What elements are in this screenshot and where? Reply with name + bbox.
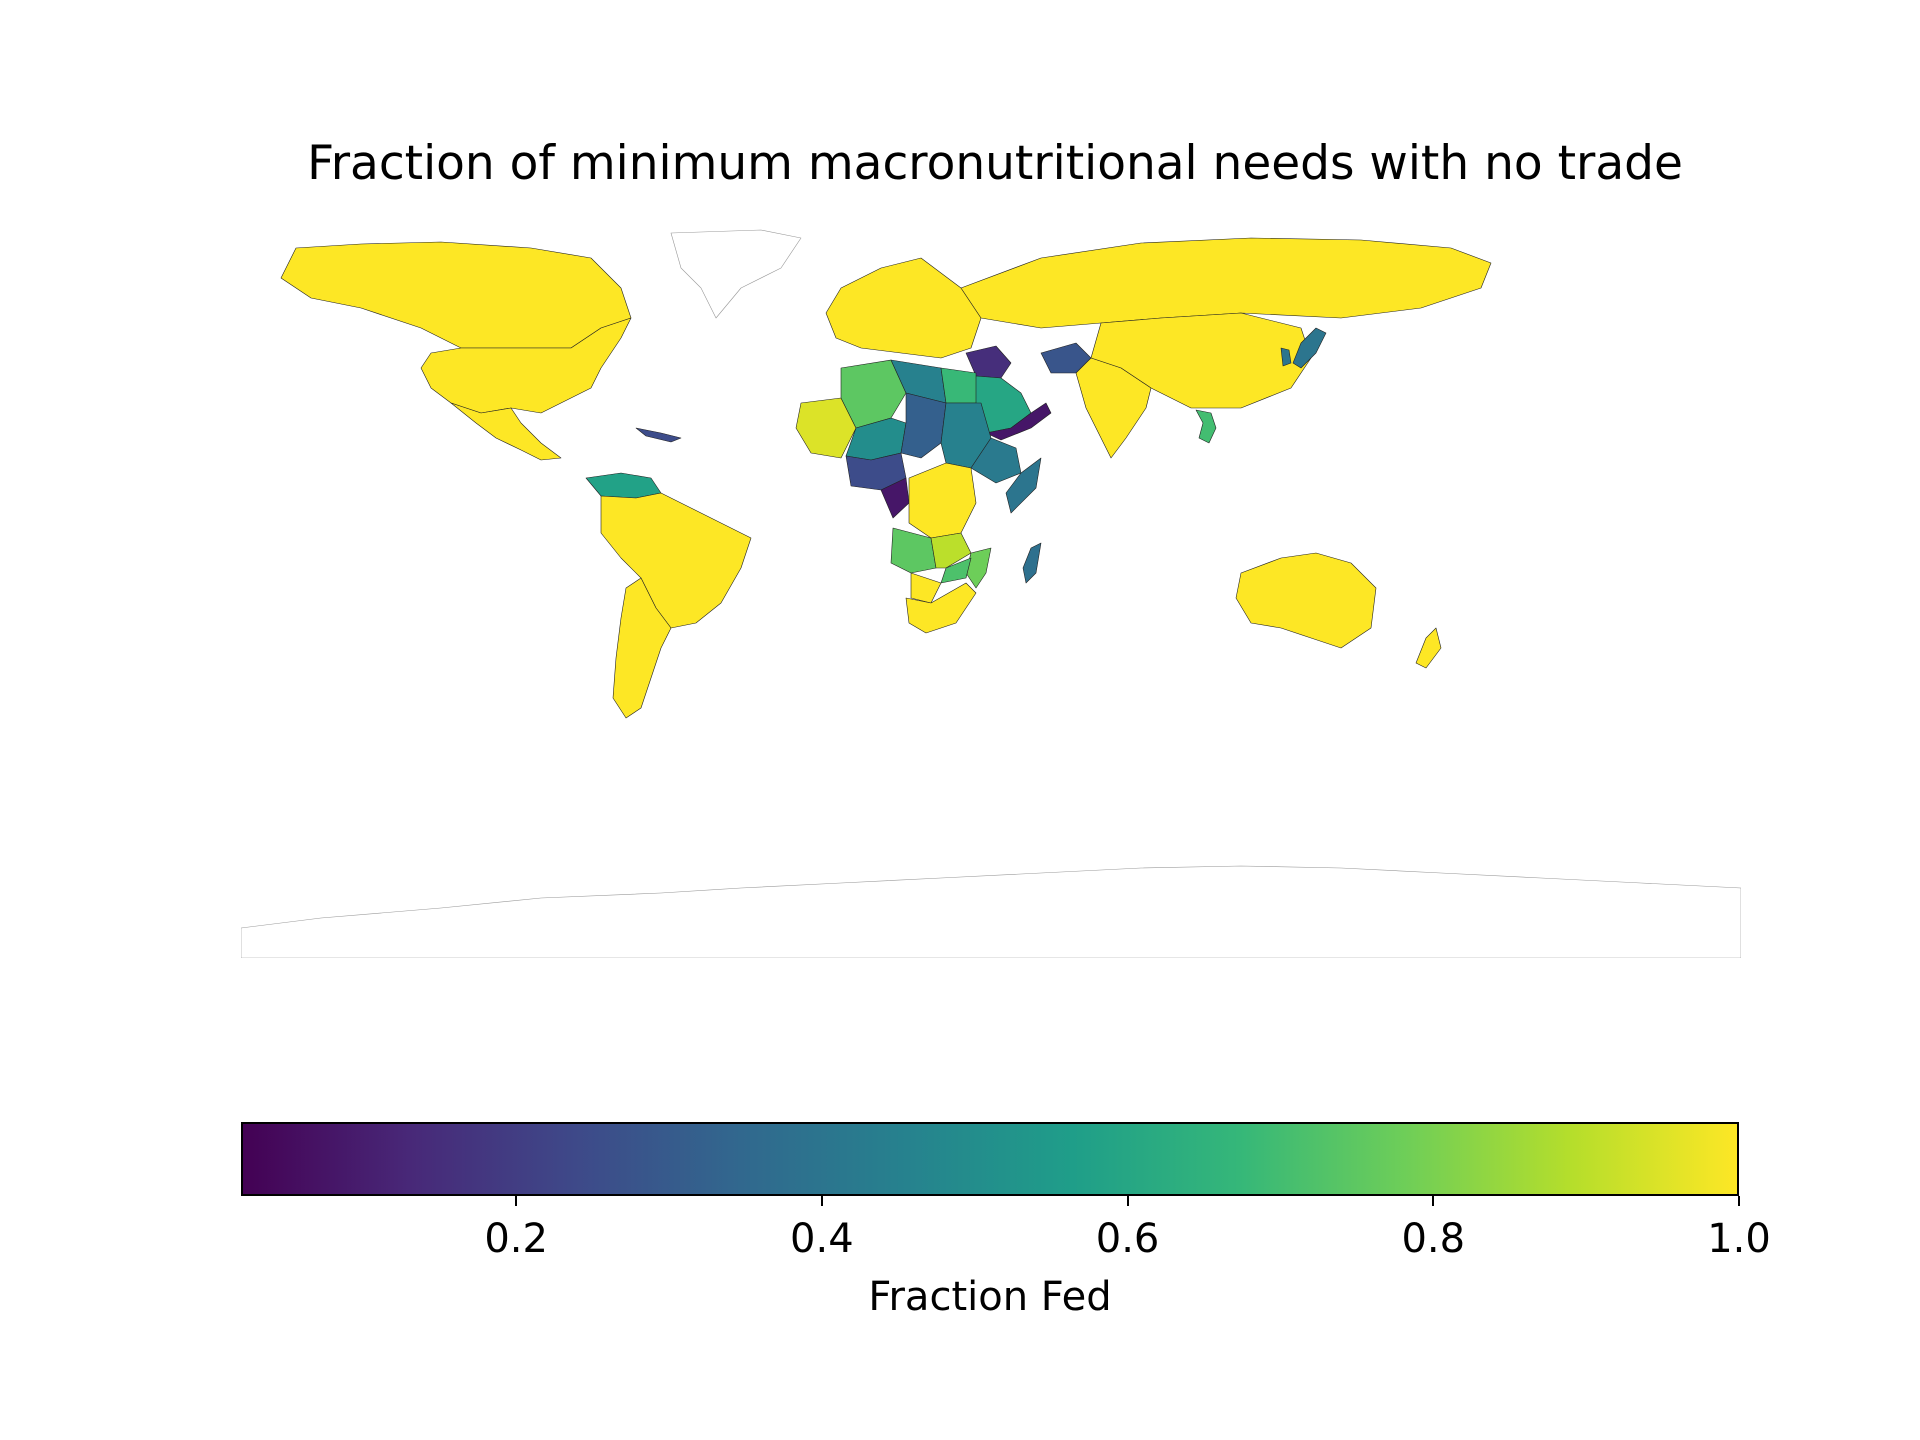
region-canada xyxy=(280,241,632,349)
region-yemen xyxy=(985,402,1052,441)
colorbar-tick xyxy=(1738,1196,1740,1206)
region-iraq xyxy=(965,345,1012,379)
region-south-africa xyxy=(905,582,977,634)
region-chad xyxy=(900,392,947,459)
colorbar-tick-label: 0.6 xyxy=(1095,1216,1160,1262)
colorbar-tick xyxy=(1126,1196,1129,1206)
colorbar xyxy=(241,1122,1739,1196)
colorbar-tick xyxy=(515,1196,518,1206)
region-greenland xyxy=(670,229,802,319)
region-zambia xyxy=(930,532,972,569)
region-argentina xyxy=(612,577,672,719)
region-russia xyxy=(960,237,1492,329)
colorbar-tick-label: 0.4 xyxy=(790,1216,854,1262)
region-somalia xyxy=(1005,457,1042,514)
region-antarctica xyxy=(241,865,1741,958)
region-vietnam xyxy=(1195,409,1217,444)
region-egypt xyxy=(940,367,977,404)
world-map xyxy=(241,229,1741,958)
region-south-korea xyxy=(1280,347,1292,367)
region-cuba xyxy=(635,427,682,443)
region-botswana xyxy=(910,572,942,604)
region-brazil xyxy=(600,492,752,629)
region-india xyxy=(1075,357,1152,459)
region-angola xyxy=(890,527,937,574)
region-ethiopia xyxy=(970,437,1022,484)
region-new-zealand xyxy=(1415,627,1442,669)
region-madagascar xyxy=(1022,542,1042,584)
region-united-states xyxy=(420,317,632,414)
region-dr-congo xyxy=(908,462,977,539)
region-japan xyxy=(1292,327,1327,369)
region-zimbabwe xyxy=(940,557,972,584)
colorbar-tick-label: 1.0 xyxy=(1707,1216,1771,1262)
colorbar-label: Fraction Fed xyxy=(868,1274,1112,1320)
colorbar-tick xyxy=(1432,1196,1435,1206)
colorbar-tick-label: 0.8 xyxy=(1401,1216,1466,1262)
region-mexico xyxy=(450,402,562,461)
colorbar-tick-label: 0.2 xyxy=(484,1216,548,1262)
region-venezuela xyxy=(585,472,662,499)
region-europe xyxy=(825,257,982,359)
region-australia xyxy=(1235,552,1377,649)
map-title: Fraction of minimum macronutritional nee… xyxy=(307,136,1683,191)
colorbar-tick xyxy=(820,1196,823,1206)
